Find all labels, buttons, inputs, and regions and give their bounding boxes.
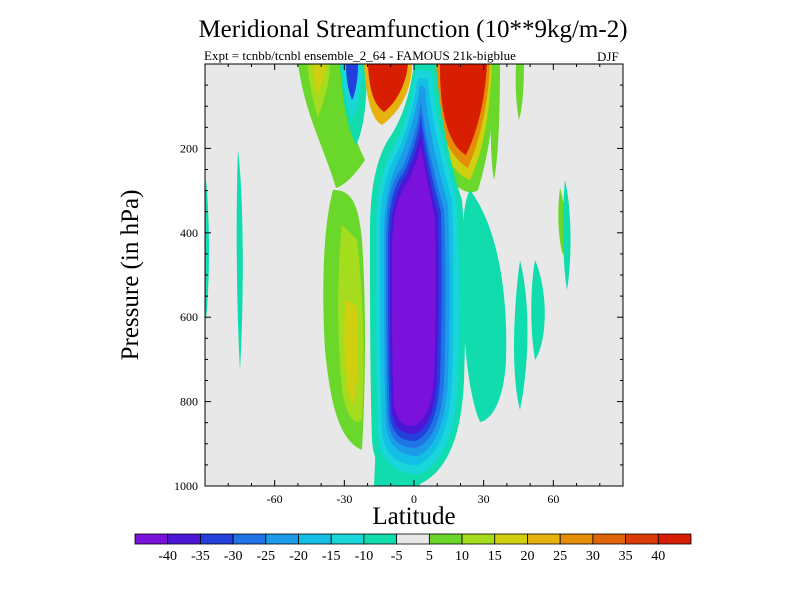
contour-north-negative-5c bbox=[531, 260, 545, 360]
contour-south-positive-20 bbox=[344, 300, 359, 405]
x-axis: -60 -30 0 30 60 bbox=[204, 64, 624, 506]
chart-title: Meridional Streamfunction (10**9kg/m-2) bbox=[198, 16, 627, 43]
colorbar-swatch bbox=[657, 533, 692, 545]
x-tick-label: -30 bbox=[336, 492, 352, 506]
colorbar-label: -15 bbox=[322, 549, 341, 564]
colorbar-swatch bbox=[232, 533, 267, 545]
colorbar-swatch bbox=[494, 533, 528, 545]
y-tick-label: 200 bbox=[180, 141, 198, 155]
colorbar-swatch bbox=[559, 533, 594, 545]
colorbar-swatch bbox=[363, 533, 398, 545]
colorbar-swatch bbox=[527, 533, 561, 545]
colorbar-label: 25 bbox=[553, 549, 567, 564]
season-label: DJF bbox=[597, 49, 619, 64]
colorbar-label: 30 bbox=[586, 549, 600, 564]
contour-south-upper-20 bbox=[313, 64, 326, 95]
colorbar-label: 35 bbox=[619, 549, 633, 564]
x-axis-label: Latitude bbox=[372, 503, 455, 530]
contour-south-positive-40 bbox=[368, 64, 408, 112]
colorbar-label: -30 bbox=[224, 549, 243, 564]
x-tick-label: 30 bbox=[478, 492, 490, 506]
colorbar-label: 40 bbox=[651, 549, 665, 564]
y-tick-label: 1000 bbox=[174, 479, 198, 493]
y-axis: 200 400 600 800 1000 bbox=[174, 63, 623, 493]
contour-north-negative-5d bbox=[562, 180, 571, 290]
colorbar-swatch bbox=[592, 533, 626, 545]
contour-south-thin-negative-b bbox=[205, 180, 209, 320]
contour-north-thin-10b bbox=[515, 64, 524, 120]
colorbar-label: -35 bbox=[191, 549, 210, 564]
contour-north-negative-5b bbox=[514, 260, 528, 410]
x-tick-label: 60 bbox=[547, 492, 559, 506]
contour-north-positive-40 bbox=[440, 64, 487, 155]
colorbar-label: 20 bbox=[520, 549, 534, 564]
colorbar: -40 -35 -30 -25 -20 -15 -10 -5 5 10 15 20 25 30 35 40 bbox=[134, 533, 692, 564]
colorbar-swatch bbox=[625, 533, 659, 545]
x-tick-label: -60 bbox=[267, 492, 283, 506]
colorbar-label: -20 bbox=[289, 549, 308, 564]
colorbar-label: -10 bbox=[355, 549, 374, 564]
y-tick-label: 400 bbox=[180, 226, 198, 240]
colorbar-swatch bbox=[330, 533, 365, 545]
contour-fields bbox=[205, 64, 571, 486]
contour-north-thin-10a bbox=[490, 64, 500, 180]
contour-north-negative-5 bbox=[462, 190, 507, 422]
contour-south-thin-negative bbox=[236, 150, 243, 370]
y-tick-label: 800 bbox=[180, 395, 198, 409]
colorbar-swatch bbox=[200, 533, 234, 545]
colorbar-label: -5 bbox=[391, 549, 403, 564]
colorbar-label: -40 bbox=[158, 549, 177, 564]
colorbar-label: 10 bbox=[455, 549, 469, 564]
x-tick-label: 0 bbox=[411, 492, 417, 506]
colorbar-swatch bbox=[167, 533, 201, 545]
contour-surface-rim bbox=[374, 440, 420, 486]
colorbar-swatch bbox=[298, 533, 332, 545]
chart-subtitle: Expt = tcnbb/tcnbl ensemble_2_64 - FAMOU… bbox=[204, 48, 516, 63]
y-tick-label: 600 bbox=[180, 310, 198, 324]
contour-south-negative-25 bbox=[346, 64, 358, 100]
y-axis-label: Pressure (in hPa) bbox=[117, 190, 144, 361]
colorbar-swatch bbox=[265, 533, 299, 545]
colorbar-label: 15 bbox=[488, 549, 502, 564]
colorbar-swatch bbox=[428, 533, 463, 545]
colorbar-swatch bbox=[461, 533, 496, 545]
contour-main-negative-40 bbox=[392, 145, 436, 426]
colorbar-swatch bbox=[134, 533, 169, 545]
colorbar-label: -25 bbox=[256, 549, 275, 564]
colorbar-swatch bbox=[396, 533, 430, 545]
colorbar-label: 5 bbox=[426, 549, 433, 564]
